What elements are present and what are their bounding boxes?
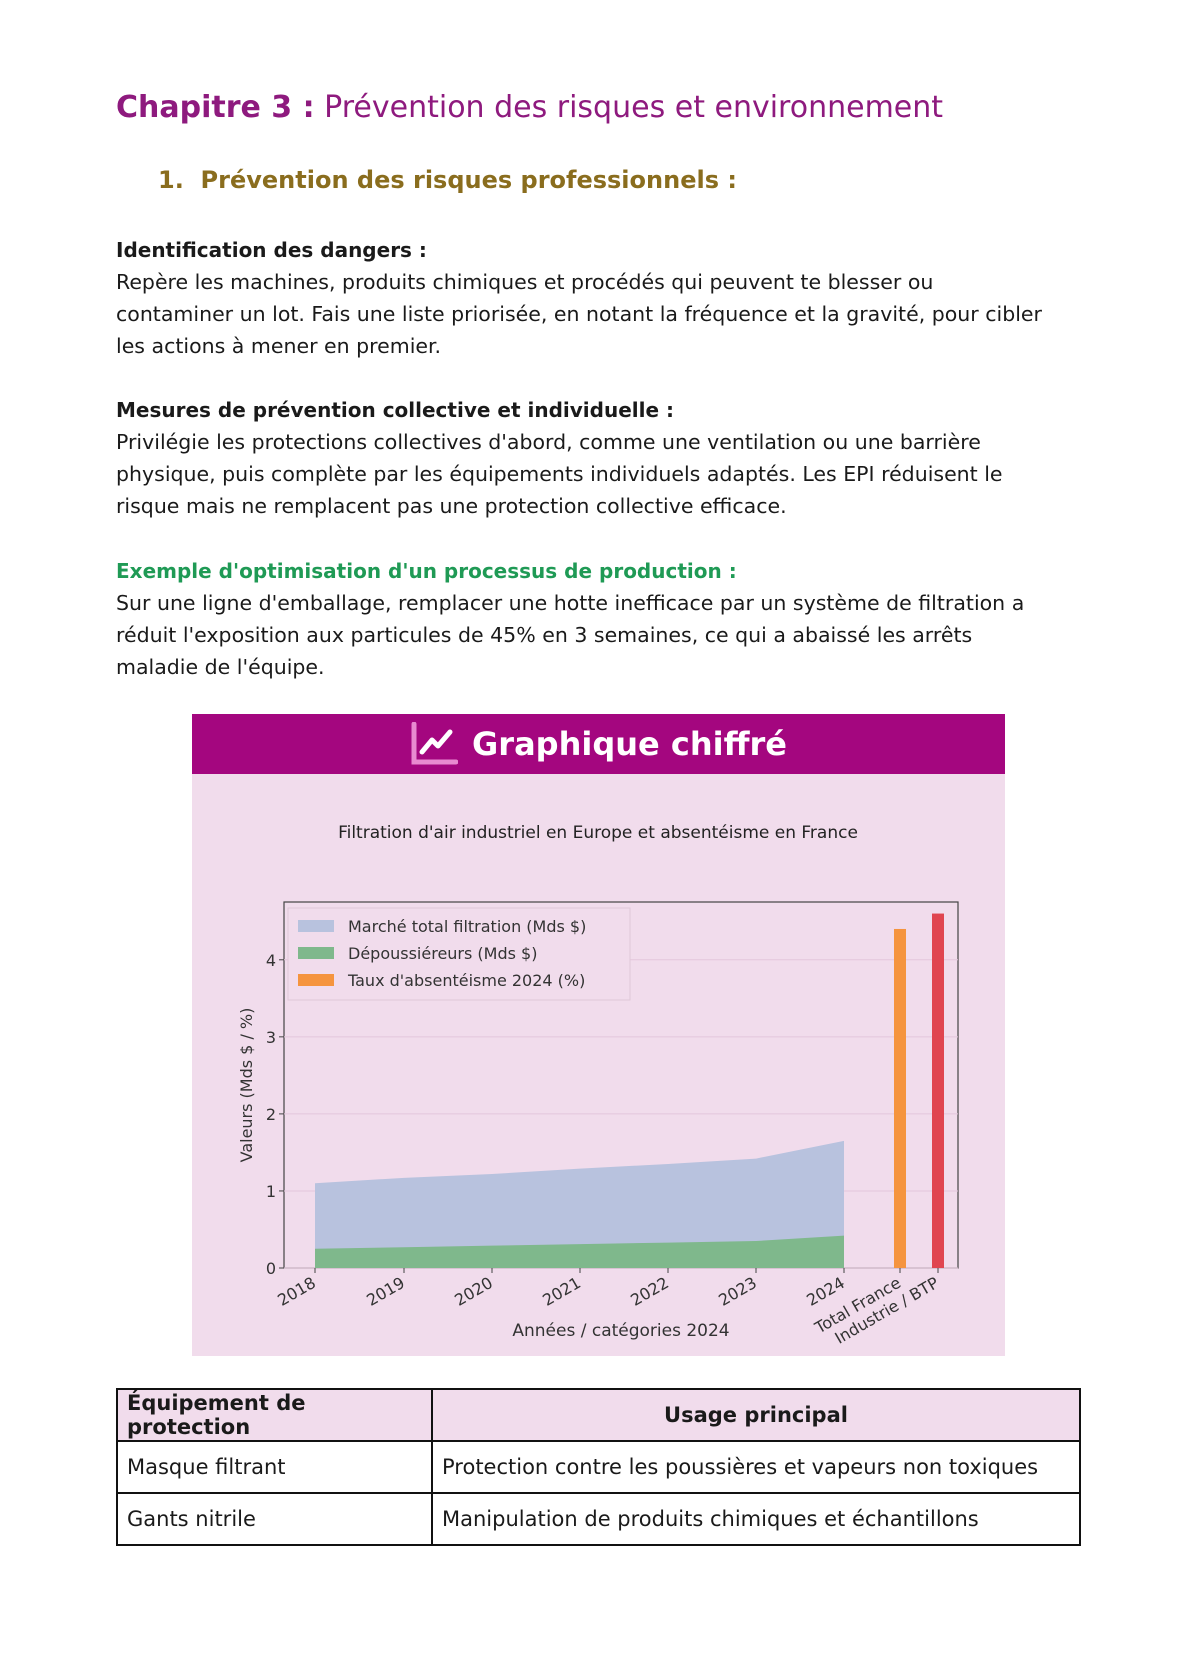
table-cell: Gants nitrile: [116, 1492, 433, 1546]
table-cell: Masque filtrant: [116, 1440, 433, 1494]
text-line: réduit l'exposition aux particules de 45…: [116, 623, 973, 647]
block-exemple: Exemple d'optimisation d'un processus de…: [116, 555, 1076, 683]
x-tick-label: 2018: [274, 1273, 319, 1310]
x-tick-label: 2021: [539, 1273, 584, 1310]
block-identification: Identification des dangers : Repère les …: [116, 234, 1076, 362]
text-line: Sur une ligne d'emballage, remplacer une…: [116, 591, 1025, 615]
text-line: les actions à mener en premier.: [116, 334, 442, 358]
chart-banner: Graphique chiffré: [192, 714, 1005, 774]
area-series-1: [315, 1235, 844, 1268]
table-header: Équipement de protection: [116, 1388, 433, 1442]
legend-swatch: [298, 974, 334, 986]
chapter-title: Prévention des risques et environnement: [324, 90, 944, 125]
equipment-table: Équipement de protection Usage principal …: [116, 1388, 1081, 1546]
x-tick-label: 2020: [451, 1273, 496, 1310]
table-header-row: Équipement de protection Usage principal: [116, 1388, 1081, 1442]
legend-label: Dépoussiéreurs (Mds $): [348, 944, 537, 963]
table-cell: Manipulation de produits chimiques et éc…: [431, 1492, 1081, 1546]
text-line: Privilégie les protections collectives d…: [116, 430, 981, 454]
x-tick-label: 2019: [363, 1273, 408, 1310]
chart-card: Graphique chiffré Filtration d'air indus…: [192, 714, 1005, 1356]
x-tick-label: 2023: [715, 1273, 760, 1310]
y-tick-label: 2: [266, 1105, 276, 1124]
chart-svg: Filtration d'air industriel en Europe et…: [237, 823, 959, 1348]
block-title: Exemple d'optimisation d'un processus de…: [116, 559, 737, 583]
table-row: Masque filtrant Protection contre les pou…: [116, 1440, 1081, 1494]
text-line: Repère les machines, produits chimiques …: [116, 270, 934, 294]
text-line: risque mais ne remplacent pas une protec…: [116, 494, 787, 518]
area-series-0: [315, 1140, 844, 1268]
section-title: Prévention des risques professionnels :: [200, 166, 737, 194]
y-tick-label: 3: [266, 1028, 276, 1047]
bar-1: [932, 913, 944, 1268]
chapter-number: Chapitre 3 :: [116, 90, 315, 125]
legend-label: Marché total filtration (Mds $): [348, 917, 586, 936]
chart-banner-title: Graphique chiffré: [472, 725, 787, 763]
block-title: Mesures de prévention collective et indi…: [116, 398, 674, 422]
y-tick-label: 1: [266, 1182, 276, 1201]
table-row: Gants nitrile Manipulation de produits ch…: [116, 1492, 1081, 1546]
table-cell: Protection contre les poussières et vape…: [431, 1440, 1081, 1494]
block-mesures: Mesures de prévention collective et indi…: [116, 394, 1076, 522]
x-tick-label: 2022: [627, 1273, 672, 1310]
block-title: Identification des dangers :: [116, 238, 427, 262]
legend-swatch: [298, 947, 334, 959]
section-number: 1.: [158, 166, 184, 194]
chart-title: Filtration d'air industriel en Europe et…: [338, 823, 858, 843]
bar-0: [894, 928, 906, 1268]
y-tick-label: 0: [266, 1259, 276, 1278]
section-heading: 1. Prévention des risques professionnels…: [158, 166, 737, 194]
table-header: Usage principal: [431, 1388, 1081, 1442]
y-axis-label: Valeurs (Mds $ / %): [237, 1008, 256, 1163]
text-line: physique, puis complète par les équipeme…: [116, 462, 1003, 486]
line-chart-icon: [411, 722, 459, 765]
text-line: maladie de l'équipe.: [116, 655, 325, 679]
legend-box: [287, 907, 631, 1001]
text-line: contaminer un lot. Fais une liste priori…: [116, 302, 1042, 326]
chapter-heading: Chapitre 3 : Prévention des risques et e…: [116, 90, 943, 125]
legend-swatch: [298, 920, 334, 932]
x-axis-label: Années / catégories 2024: [512, 1321, 729, 1341]
y-tick-label: 4: [266, 951, 276, 970]
legend-label: Taux d'absentéisme 2024 (%): [347, 971, 585, 990]
